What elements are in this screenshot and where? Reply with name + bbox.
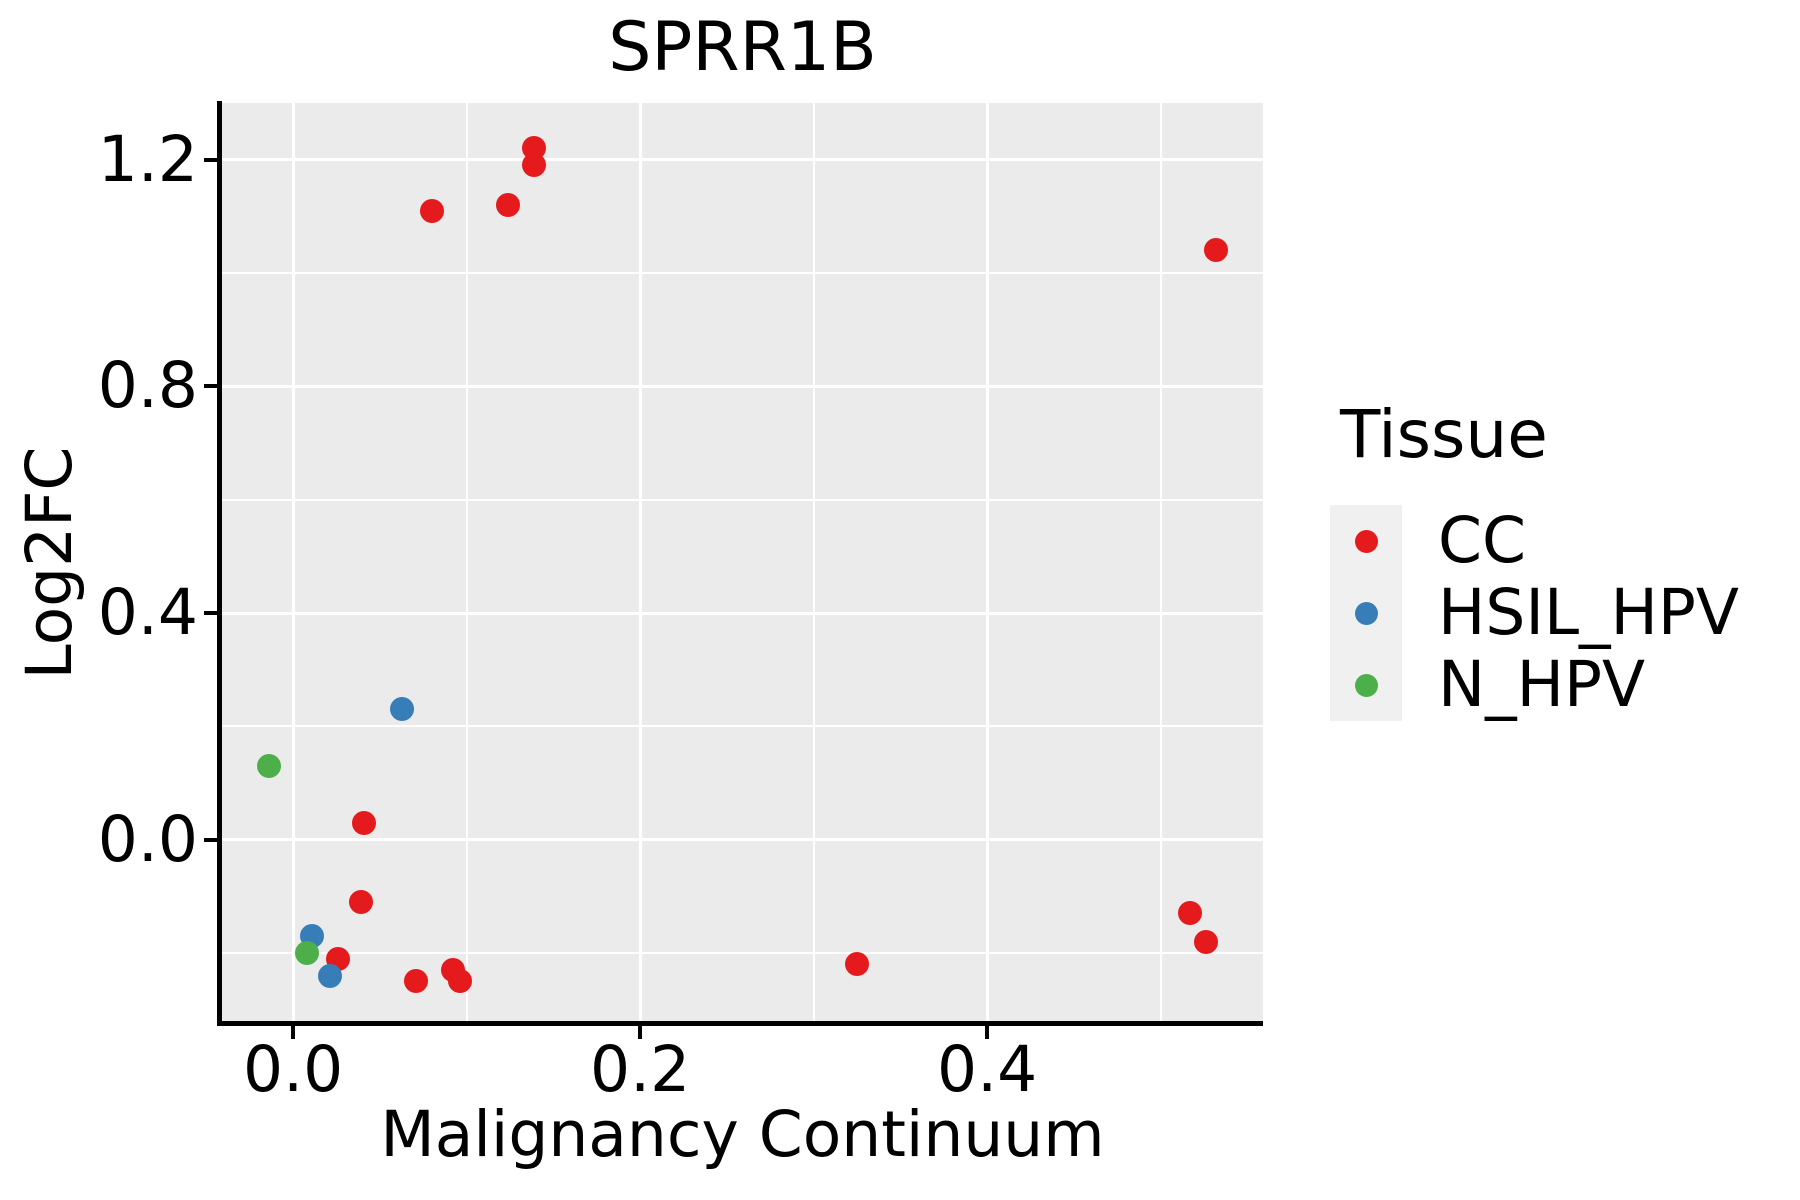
- gridline-minor-y: [222, 725, 1263, 728]
- x-tick-mark: [291, 1026, 296, 1039]
- data-point-HSIL_HPV: [317, 963, 342, 988]
- x-tick-label: 0.2: [590, 1033, 691, 1106]
- legend-title: Tissue: [1340, 396, 1548, 473]
- data-point-CC: [348, 890, 373, 914]
- y-tick-mark: [204, 837, 217, 842]
- plot-title: SPRR1B: [608, 8, 877, 87]
- legend-dot: [1355, 602, 1378, 625]
- gridline-minor-y: [222, 498, 1263, 501]
- data-point-N_HPV: [256, 754, 281, 778]
- x-tick-mark: [638, 1026, 643, 1039]
- legend-key-n-hpv: [1330, 649, 1402, 721]
- data-point-CC: [419, 198, 444, 223]
- data-point-CC: [845, 952, 869, 977]
- gridline-major-y: [222, 384, 1263, 388]
- legend-label-cc: CC: [1438, 504, 1526, 577]
- gridline-minor-x: [812, 103, 815, 1021]
- gridline-major-x: [638, 103, 642, 1021]
- y-tick-mark: [204, 384, 217, 389]
- gridline-major-x: [291, 103, 295, 1021]
- gridline-major-y: [222, 158, 1263, 162]
- gridline-minor-x: [1159, 103, 1162, 1021]
- legend-dot: [1355, 674, 1378, 697]
- y-tick-mark: [204, 611, 217, 615]
- data-point-CC: [496, 193, 521, 217]
- data-point-CC: [1204, 238, 1229, 263]
- gridline-major-x: [985, 103, 989, 1021]
- data-point-CC: [447, 969, 472, 994]
- data-point-CC: [522, 153, 547, 178]
- data-point-CC: [1178, 901, 1203, 926]
- legend-key-hsil-hpv: [1330, 577, 1402, 649]
- data-point-HSIL_HPV: [390, 697, 415, 722]
- y-tick-label: 0.8: [97, 349, 198, 423]
- x-tick-mark: [985, 1026, 990, 1039]
- legend-dot: [1355, 530, 1378, 553]
- y-tick-label: 0.0: [97, 802, 198, 876]
- data-point-CC: [352, 810, 377, 835]
- x-axis-title: Malignancy Continuum: [380, 1098, 1105, 1171]
- y-axis-line: [217, 101, 222, 1026]
- data-point-CC: [404, 969, 429, 994]
- y-tick-label: 1.2: [97, 122, 198, 196]
- y-tick-label: 0.4: [97, 576, 198, 649]
- x-tick-label: 0.4: [937, 1033, 1038, 1106]
- gridline-major-y: [222, 611, 1263, 615]
- data-point-N_HPV: [295, 941, 319, 965]
- gridline-major-y: [222, 838, 1263, 842]
- gridline-minor-y: [222, 952, 1263, 954]
- plot-panel: [222, 103, 1263, 1021]
- y-axis-title: Log2FC: [13, 446, 86, 680]
- gridline-minor-x: [465, 103, 468, 1021]
- legend-key-cc: [1330, 505, 1402, 577]
- legend-label-n-hpv: N_HPV: [1438, 648, 1646, 721]
- data-point-CC: [1193, 929, 1218, 954]
- x-axis-line: [217, 1021, 1263, 1026]
- x-tick-label: 0.0: [243, 1033, 344, 1106]
- gridline-minor-y: [222, 272, 1263, 274]
- legend-label-hsil-hpv: HSIL_HPV: [1438, 576, 1740, 649]
- y-tick-mark: [204, 157, 217, 162]
